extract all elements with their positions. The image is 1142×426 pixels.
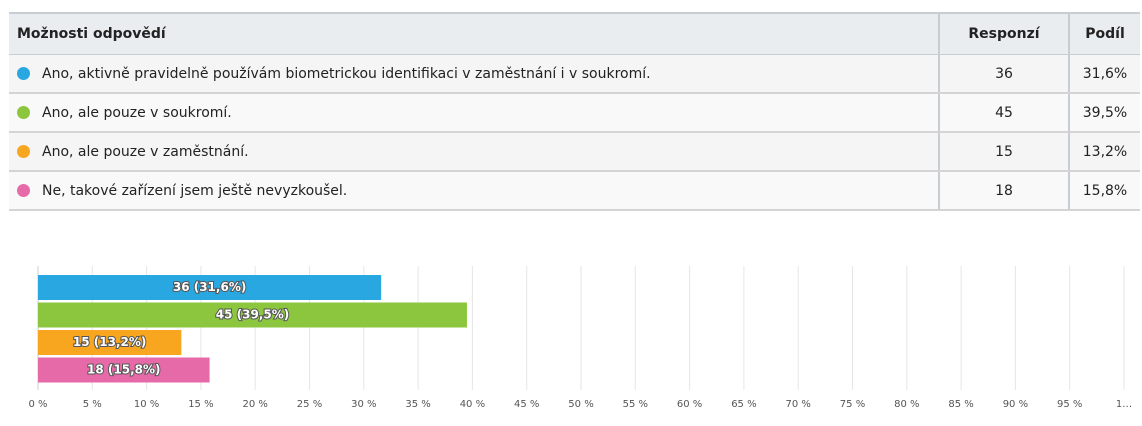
- share-cell: 31,6%: [1068, 54, 1140, 94]
- x-tick-label: 70 %: [785, 399, 810, 410]
- color-dot: [17, 144, 30, 158]
- answer-label: Ano, ale pouze v zaměstnání.: [42, 143, 249, 160]
- label-cell: Ne, takové zařízení jsem ještě nevyzkouš…: [9, 171, 939, 211]
- x-tick-label: 90 %: [1003, 399, 1028, 410]
- x-tick-label: 0 %: [28, 399, 47, 410]
- table-row: Ano, ale pouze v zaměstnání. 15 13,2%: [9, 132, 1140, 172]
- x-tick-label: 10 %: [134, 399, 159, 410]
- share-cell: 13,2%: [1068, 132, 1140, 172]
- header-cell: Možnosti odpovědí: [9, 12, 939, 55]
- x-tick-label: 30 %: [351, 399, 376, 410]
- count-cell: 18: [938, 171, 1069, 211]
- count-cell: 45: [938, 93, 1069, 133]
- bar: [38, 302, 467, 328]
- x-tick-label: 55 %: [623, 399, 648, 410]
- x-tick-label: 5 %: [83, 399, 102, 410]
- table-body: Ano, aktivně pravidelně používám biometr…: [9, 54, 1140, 211]
- share-cell: 39,5%: [1068, 93, 1140, 133]
- value-label: 45 (39,5%): [216, 308, 289, 322]
- answer-label: Ne, takové zařízení jsem ještě nevyzkouš…: [42, 182, 348, 199]
- x-tick-label: 95 %: [1057, 399, 1082, 410]
- value-label: 18 (15,8%): [87, 363, 160, 377]
- color-dot: [17, 66, 30, 80]
- x-tick-label: 25 %: [297, 399, 322, 410]
- x-tick-label: 85 %: [948, 399, 973, 410]
- bar: [38, 330, 182, 355]
- x-tick-label: 15 %: [188, 399, 213, 410]
- share-cell: 15,8%: [1068, 171, 1140, 211]
- color-dot: [17, 183, 30, 197]
- x-tick-label: 65 %: [731, 399, 756, 410]
- results-table: Možnosti odpovědí Responzí Podíl Ano, ak…: [9, 12, 1140, 211]
- x-tick-label: 35 %: [405, 399, 430, 410]
- x-tick-label: 75 %: [840, 399, 865, 410]
- count-cell: 36: [938, 54, 1069, 94]
- label-cell: Ano, aktivně pravidelně používám biometr…: [9, 54, 939, 94]
- value-label: 15 (13,2%): [73, 335, 146, 349]
- bar: [38, 357, 210, 383]
- x-tick-label: 20 %: [242, 399, 267, 410]
- label-cell: Ano, ale pouze v zaměstnání.: [9, 132, 939, 172]
- x-tick-label: 40 %: [460, 399, 485, 410]
- answer-label: Ano, aktivně pravidelně používám biometr…: [42, 65, 651, 82]
- value-label: 36 (31,6%): [173, 280, 246, 294]
- color-dot: [17, 105, 30, 119]
- table-row: Ano, ale pouze v soukromí. 45 39,5%: [9, 93, 1140, 133]
- table-row: Ne, takové zařízení jsem ještě nevyzkouš…: [9, 171, 1140, 211]
- header-row: Možnosti odpovědí Responzí Podíl: [9, 12, 1140, 55]
- bar: [38, 275, 382, 300]
- x-tick-label: 1…: [1116, 399, 1132, 410]
- x-tick-label: 50 %: [568, 399, 593, 410]
- table-row: Ano, aktivně pravidelně používám biometr…: [9, 54, 1140, 94]
- x-tick-label: 45 %: [514, 399, 539, 410]
- label-cell: Ano, ale pouze v soukromí.: [9, 93, 939, 133]
- header-cell: Responzí: [938, 12, 1069, 55]
- x-tick-label: 80 %: [894, 399, 919, 410]
- answer-label: Ano, ale pouze v soukromí.: [42, 104, 232, 121]
- header-cell: Podíl: [1068, 12, 1140, 55]
- x-tick-label: 60 %: [677, 399, 702, 410]
- count-cell: 15: [938, 132, 1069, 172]
